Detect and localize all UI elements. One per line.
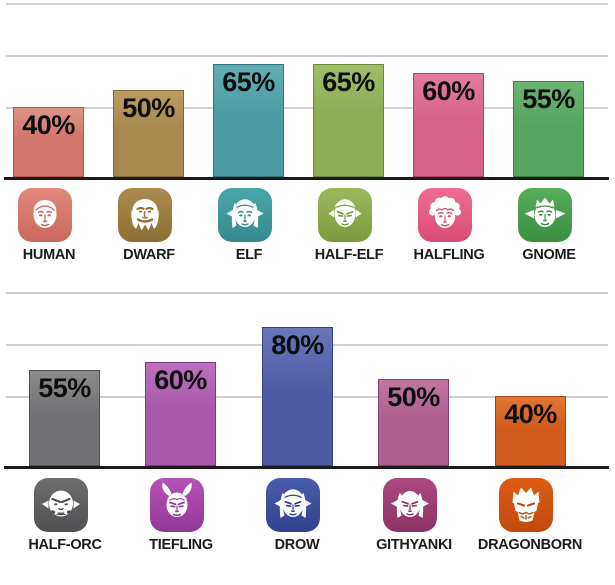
bar-value-label-gnome: 55% bbox=[522, 84, 575, 114]
race-label-human: HUMAN bbox=[22, 247, 76, 263]
race-label-half-elf: HALF-ELF bbox=[314, 247, 384, 263]
bar-half-elf: 65% bbox=[313, 64, 384, 177]
x-axis-line bbox=[4, 177, 609, 180]
race-label-half-orc: HALF-ORC bbox=[28, 537, 102, 553]
gridline-40-percent bbox=[6, 107, 608, 110]
x-axis-line bbox=[4, 466, 609, 469]
race-label-elf: ELF bbox=[235, 247, 263, 263]
half-elf-face-icon bbox=[318, 188, 372, 242]
bar-tiefling: 60% bbox=[145, 362, 216, 466]
bar-value-label-elf: 65% bbox=[222, 67, 275, 97]
chart-bottom-races: 55% HALF-ORC 60% TIEFLING 80% DROW 50% GITHYA… bbox=[0, 288, 615, 585]
bar-value-label-half-orc: 55% bbox=[38, 373, 91, 403]
bar-human: 40% bbox=[13, 107, 84, 177]
race-label-githyanki: GITHYANKI bbox=[376, 537, 452, 553]
bar-value-label-halfling: 60% bbox=[422, 76, 475, 106]
gridline-100-percent bbox=[6, 3, 608, 5]
human-face-icon bbox=[18, 188, 72, 242]
bar-drow: 80% bbox=[262, 327, 333, 466]
bar-halfling: 60% bbox=[413, 73, 484, 177]
gridline-70-percent bbox=[6, 55, 608, 58]
bar-value-label-drow: 80% bbox=[271, 330, 324, 360]
bar-gnome: 55% bbox=[513, 81, 584, 177]
race-label-dwarf: DWARF bbox=[123, 247, 175, 263]
halfling-face-icon bbox=[418, 188, 472, 242]
dragonborn-face-icon bbox=[499, 478, 553, 532]
gnome-face-icon bbox=[518, 188, 572, 242]
tiefling-face-icon bbox=[150, 478, 204, 532]
elf-face-icon bbox=[218, 188, 272, 242]
bar-value-label-human: 40% bbox=[22, 110, 75, 140]
dwarf-face-icon bbox=[118, 188, 172, 242]
bar-githyanki: 50% bbox=[378, 379, 449, 466]
bar-value-label-dragonborn: 40% bbox=[504, 399, 557, 429]
half-orc-face-icon bbox=[34, 478, 88, 532]
race-label-drow: DROW bbox=[274, 537, 320, 553]
gridline-100-percent bbox=[6, 292, 608, 294]
chart-top-races: 40% HUMAN 50% DWARF 65% ELF 65% HALF-ELF 60% H… bbox=[0, 0, 615, 288]
githyanki-face-icon bbox=[383, 478, 437, 532]
bar-value-label-half-elf: 65% bbox=[322, 67, 375, 97]
bar-dwarf: 50% bbox=[113, 90, 184, 177]
drow-face-icon bbox=[266, 478, 320, 532]
bar-value-label-githyanki: 50% bbox=[387, 382, 440, 412]
race-label-gnome: GNOME bbox=[522, 247, 576, 263]
bar-value-label-dwarf: 50% bbox=[122, 93, 175, 123]
bar-dragonborn: 40% bbox=[495, 396, 566, 466]
race-label-tiefling: TIEFLING bbox=[149, 537, 213, 553]
bar-value-label-tiefling: 60% bbox=[154, 365, 207, 395]
bar-elf: 65% bbox=[213, 64, 284, 177]
race-label-dragonborn: DRAGONBORN bbox=[477, 537, 583, 553]
bar-half-orc: 55% bbox=[29, 370, 100, 466]
race-label-halfling: HALFLING bbox=[413, 247, 485, 263]
